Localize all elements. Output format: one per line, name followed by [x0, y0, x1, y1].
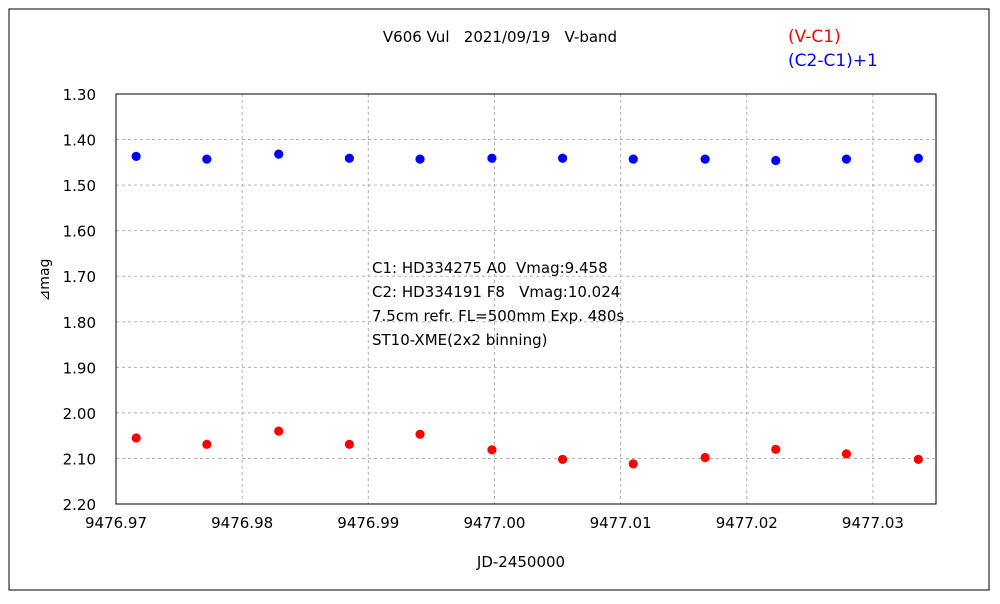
x-axis-label: JD-2450000 — [476, 553, 565, 571]
point-v-c1 — [557, 454, 568, 464]
point-v-c1 — [274, 426, 284, 436]
x-tick-label: 9477.00 — [463, 514, 525, 532]
x-tick-label: 9477.02 — [716, 514, 778, 532]
point-v-c1 — [415, 429, 425, 439]
point-c2-c1 — [913, 153, 923, 163]
y-tick-label: 1.40 — [63, 132, 96, 150]
y-tick-label: 2.20 — [63, 496, 96, 514]
point-v-c1 — [700, 452, 710, 463]
chart-title: V606 Vul 2021/09/19 V-band — [383, 28, 617, 46]
annotation-telescope: 7.5cm refr. FL=500mm Exp. 480s — [372, 307, 624, 325]
point-c2-c1 — [202, 154, 212, 164]
annotation-camera: ST10-XME(2x2 binning) — [372, 331, 547, 349]
point-v-c1 — [487, 445, 497, 455]
y-tick-label: 2.10 — [63, 450, 96, 468]
x-tick-label: 9477.03 — [842, 514, 904, 532]
y-tick-label: 2.00 — [63, 405, 96, 423]
y-tick-label: 1.90 — [63, 359, 96, 377]
x-tick-label: 9476.98 — [211, 514, 273, 532]
point-c2-c1 — [415, 154, 425, 164]
data-points — [131, 149, 923, 469]
annotation-c2: C2: HD334191 F8 Vmag:10.024 — [372, 283, 620, 301]
point-c2-c1 — [628, 154, 638, 164]
point-c2-c1 — [841, 154, 852, 164]
x-tick-labels: 9476.97 9476.98 9476.99 9477.00 9477.01 9477.… — [85, 514, 904, 532]
y-tick-label: 1.70 — [63, 268, 96, 286]
point-v-c1 — [913, 454, 923, 464]
y-tick-label: 1.60 — [63, 223, 96, 241]
point-c2-c1 — [557, 153, 568, 163]
point-v-c1 — [841, 449, 852, 459]
point-c2-c1 — [487, 153, 497, 163]
plot-area — [116, 94, 936, 504]
point-v-c1 — [771, 444, 781, 454]
legend-item-c2-c1: (C2-C1)+1 — [788, 51, 878, 71]
grid — [116, 94, 936, 504]
plot-border — [115, 93, 937, 505]
y-tick-labels: 1.30 1.40 1.50 1.60 1.70 1.80 1.90 2.00 2.10 2.20 — [63, 86, 96, 514]
point-v-c1 — [344, 439, 354, 449]
point-c2-c1 — [344, 153, 354, 163]
annotation-c1: C1: HD334275 A0 Vmag:9.458 — [372, 259, 608, 277]
x-tick-label: 9476.97 — [85, 514, 147, 532]
y-tick-label: 1.50 — [63, 177, 96, 195]
x-tick-label: 9476.99 — [337, 514, 399, 532]
y-tick-label: 1.30 — [63, 86, 96, 104]
point-c2-c1 — [274, 149, 284, 159]
legend-item-v-c1: (V-C1) — [788, 27, 841, 47]
point-c2-c1 — [131, 151, 141, 162]
point-c2-c1 — [700, 154, 710, 164]
point-v-c1 — [202, 439, 212, 449]
point-v-c1 — [628, 459, 638, 469]
x-tick-label: 9477.01 — [590, 514, 652, 532]
point-c2-c1 — [771, 155, 781, 166]
y-axis-label: ⊿mag — [37, 259, 53, 302]
point-v-c1 — [131, 433, 141, 443]
y-tick-label: 1.80 — [63, 314, 96, 332]
